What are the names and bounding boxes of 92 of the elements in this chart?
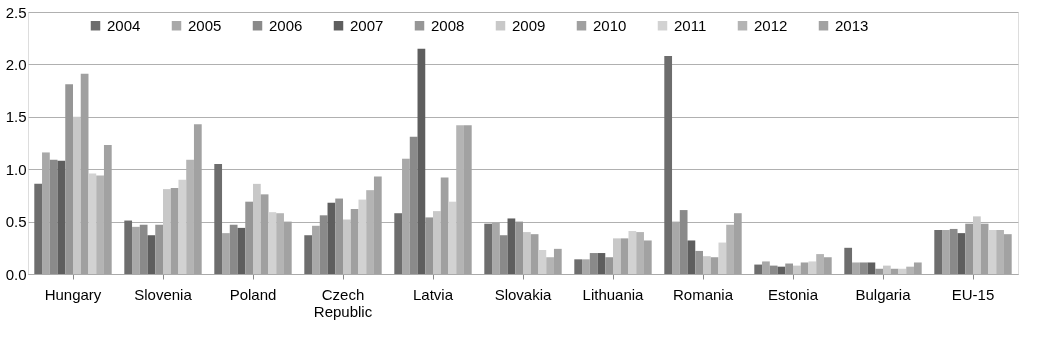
bar [253,183,261,274]
bar [934,229,943,274]
bar [523,232,531,274]
bar [949,228,958,274]
bar [417,48,426,274]
y-tick-label: 1.0 [5,160,27,178]
x-tick-label: Slovakia [494,285,552,303]
bar [664,56,673,274]
legend-label: 2010 [593,16,627,34]
bar [844,247,853,274]
legend-label: 2013 [835,16,869,34]
bar [754,264,763,274]
bar [538,249,547,274]
bar [793,265,801,274]
y-tick-label: 0.0 [5,265,27,283]
bar [679,210,688,274]
legend-label: 2011 [674,16,707,34]
x-tick-label: Poland [229,285,277,303]
y-tick-label: 1.5 [5,108,27,126]
bar [703,256,711,274]
bar [718,242,727,274]
bar [425,217,433,274]
bar [507,218,516,274]
legend-label: 2007 [350,16,384,34]
bar [34,183,43,274]
bar [883,265,891,274]
bar [785,263,793,274]
bar [808,261,817,274]
bar [139,224,148,274]
x-tick-label: EU-15 [951,285,995,303]
legend-label: 2004 [107,16,141,34]
bar [214,163,223,274]
legend-label: 2005 [188,16,222,34]
bar [268,212,277,274]
x-tick-label: Estonia [767,285,819,303]
bar [859,262,868,274]
legend-label: 2008 [431,16,465,34]
bar [898,268,907,274]
bar [973,216,981,274]
x-tick-label: Hungary [44,285,102,303]
bar [65,84,73,274]
x-tick-label: Bulgaria [855,285,912,303]
x-tick-label: Czech Republic [313,285,373,320]
bar [448,201,457,274]
bar [597,253,606,274]
legend-label: 2006 [269,16,303,34]
bar [628,231,637,274]
y-tick-label: 0.5 [5,213,27,231]
bar [769,265,778,274]
bar [613,238,621,274]
x-tick-label: Romania [672,285,734,303]
bar [343,219,351,274]
bar [867,262,876,274]
bar [875,268,883,274]
y-tick-label: 2.5 [5,3,27,21]
bar [589,253,598,274]
bar [245,201,253,274]
bar [988,229,997,274]
bar [57,160,66,274]
bar [237,227,246,274]
bar [695,250,703,274]
bar [433,211,441,274]
y-tick-label: 2.0 [5,55,27,73]
bar [687,240,696,274]
bar [965,223,973,274]
x-tick-label: Lithuania [582,285,645,303]
bar [515,221,523,274]
bar [88,173,97,274]
bar [484,223,493,274]
bar [124,220,133,274]
bar [49,159,58,274]
bar [574,259,583,274]
bar [605,257,613,274]
bar [957,233,966,274]
bar [178,179,187,274]
bar [155,224,163,274]
bar [147,235,156,274]
bar [499,235,508,274]
bar [319,215,328,274]
bar [358,199,367,274]
bar [304,235,313,274]
bar [335,198,343,274]
bar [394,213,403,274]
bar [229,224,238,274]
x-tick-label: Latvia [412,285,454,303]
legend-label: 2012 [754,16,788,34]
bar [409,136,418,274]
x-tick-label: Slovenia [134,285,193,303]
bar [73,116,81,274]
bar [163,189,171,274]
legend-label: 2009 [512,16,546,34]
bar [327,202,336,274]
